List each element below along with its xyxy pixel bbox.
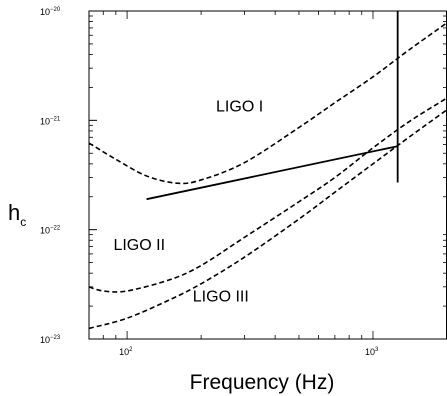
y-tick-label: 10−20 <box>40 7 61 17</box>
series-label: LIGO III <box>193 289 249 306</box>
series-label: LIGO I <box>216 99 263 116</box>
y-axis-title-main: h <box>8 200 20 225</box>
series-label: LIGO II <box>113 237 165 254</box>
y-axis-title-subscript: c <box>20 215 26 229</box>
series-ligo-ii <box>89 97 447 293</box>
y-axis-title: hc <box>8 200 26 229</box>
series-solid-3 <box>146 145 398 201</box>
labels: LIGO I LIGO II LIGO III <box>113 99 263 306</box>
plot-frame <box>88 10 447 340</box>
ticks: 10−20 10−21 10−22 10−23 102 103 <box>40 7 447 357</box>
series-ligo-iii <box>89 109 447 330</box>
y-tick-label: 10−21 <box>40 116 61 126</box>
x-tick-label: 102 <box>119 347 133 357</box>
x-tick-label: 103 <box>365 347 379 357</box>
x-axis-title: Frequency (Hz) <box>190 371 335 394</box>
y-tick-label: 10−23 <box>40 335 61 345</box>
y-tick-label: 10−22 <box>40 226 61 236</box>
curves <box>89 11 447 330</box>
series-ligo-i <box>89 22 447 185</box>
